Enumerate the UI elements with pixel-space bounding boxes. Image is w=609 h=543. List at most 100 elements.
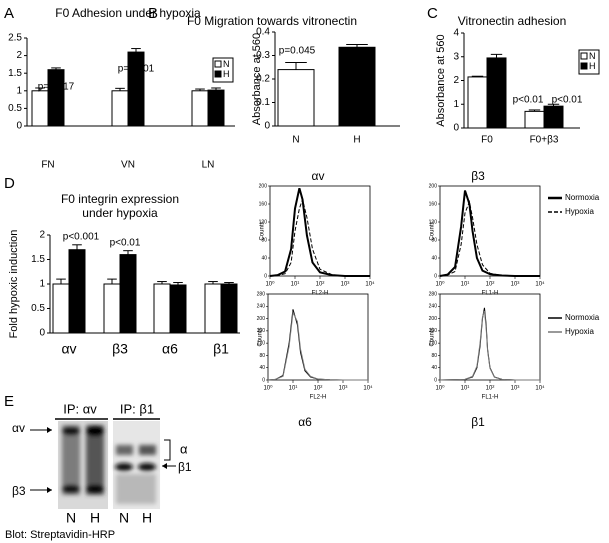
x-tick-label: 10² (486, 386, 495, 392)
legend-label: Normoxia (565, 193, 600, 202)
y-tick-label: 40 (259, 365, 265, 371)
x-tick-label: 10² (314, 386, 323, 392)
y-tick-label: 0 (262, 377, 265, 383)
bar (68, 249, 86, 334)
marker-label: β3 (12, 484, 26, 498)
panel-letter: E (4, 393, 14, 410)
y-tick-label: 0.2 (256, 74, 270, 85)
y-tick-label: 80 (259, 353, 265, 359)
chart-title: β3 (471, 169, 485, 183)
y-tick-label: 0.5 (8, 103, 22, 114)
y-tick-label: 40 (261, 255, 267, 261)
legend-swatch (580, 52, 588, 60)
y-tick-label: 160 (259, 201, 268, 207)
y-tick-label: 240 (429, 304, 438, 310)
arrow-head (162, 463, 167, 469)
bar (277, 69, 315, 127)
y-tick-label: 1 (453, 99, 459, 110)
y-tick-label: 200 (429, 183, 438, 189)
y-tick-label: 280 (257, 291, 266, 297)
chart-title: αv (312, 169, 325, 183)
bar (191, 90, 209, 127)
annotation: p<0.01 (513, 95, 544, 106)
x-tick-label: 10⁰ (435, 385, 445, 392)
x-tick-label: VN (121, 160, 135, 171)
y-axis-label: Absorbance at 560 (251, 33, 263, 125)
legend-label: Hypoxia (565, 207, 594, 216)
x-axis-label: FL2-H (312, 291, 329, 297)
bar (119, 254, 137, 334)
x-tick-label: α6 (162, 341, 178, 357)
annotation: p=0.045 (279, 46, 316, 57)
x-tick-label: 10¹ (461, 282, 470, 288)
y-tick-label: 160 (429, 201, 438, 207)
x-tick-label: 10⁴ (535, 281, 545, 288)
legend-label: N (589, 51, 596, 61)
y-tick-label: 40 (431, 365, 437, 371)
y-tick-label: 1 (16, 85, 22, 96)
chart-title: α6 (298, 415, 312, 429)
y-tick-label: 280 (429, 291, 438, 297)
y-tick-label: 200 (257, 316, 266, 322)
histogram-line (439, 199, 540, 277)
x-tick-label: 10⁴ (535, 385, 545, 392)
panel-letter: D (4, 175, 15, 192)
y-tick-label: 0 (264, 273, 267, 279)
x-tick-label: 10³ (511, 282, 520, 288)
x-tick-label: 10² (486, 282, 495, 288)
lane-label: H (142, 510, 152, 526)
legend-label: Normoxia (565, 313, 600, 322)
x-tick-label: 10⁰ (435, 281, 445, 288)
annotation: p<0.001 (63, 232, 100, 243)
y-tick-label: 0 (453, 123, 459, 134)
y-tick-label: 3 (453, 51, 459, 62)
chart-title: F0 integrin expression (61, 192, 179, 206)
chart-title: F0 Adhesion under hypoxia (55, 6, 201, 20)
bar (47, 69, 65, 127)
ip-label: IP: αv (63, 401, 97, 416)
chart-title: under hypoxia (82, 206, 158, 220)
x-tick-label: αv (61, 341, 76, 357)
x-tick-label: β1 (213, 341, 229, 357)
panel-letter: B (148, 5, 158, 22)
x-axis-label: FL1-H (482, 395, 499, 401)
y-tick-label: 0 (434, 273, 437, 279)
annotation: p=0.001 (118, 64, 155, 75)
y-tick-label: 0.3 (256, 50, 270, 61)
y-tick-label: 80 (431, 353, 437, 359)
y-tick-label: 2 (453, 75, 459, 86)
y-tick-label: 0 (39, 328, 45, 339)
lane-label: N (119, 510, 129, 526)
bar (543, 105, 564, 129)
y-axis-label: Absorbance at 560 (435, 34, 447, 126)
y-tick-label: 2 (16, 50, 22, 61)
y-tick-label: 80 (431, 237, 437, 243)
bar (467, 76, 488, 129)
x-axis-label: FL2-H (310, 395, 327, 401)
y-tick-label: 40 (431, 255, 437, 261)
y-tick-label: 0.5 (31, 303, 45, 314)
x-tick-label: LN (202, 160, 215, 171)
x-tick-label: 10¹ (461, 386, 470, 392)
y-axis-label: Counts (258, 327, 264, 346)
legend-swatch (580, 62, 588, 70)
y-axis-label: Counts (430, 327, 436, 346)
y-tick-label: 0 (16, 121, 22, 132)
marker-label: β1 (178, 460, 192, 474)
x-tick-label: FN (41, 160, 54, 171)
y-tick-label: 0.1 (256, 97, 270, 108)
x-tick-label: 10⁴ (363, 385, 373, 392)
blot-panel: E IP: αv IP: β1 αv β3 α (4, 393, 192, 541)
blot-bands (62, 425, 104, 495)
bar (207, 89, 225, 127)
x-tick-label: 10³ (511, 386, 520, 392)
blot-bands (115, 445, 156, 504)
x-axis-label: FL1-H (482, 291, 499, 297)
y-tick-label: 120 (259, 219, 268, 225)
bar (31, 90, 49, 127)
y-tick-label: 200 (259, 183, 268, 189)
lane-label: H (90, 510, 100, 526)
x-tick-label: 10³ (341, 282, 350, 288)
bar (153, 283, 171, 334)
marker-label: αv (12, 421, 25, 435)
